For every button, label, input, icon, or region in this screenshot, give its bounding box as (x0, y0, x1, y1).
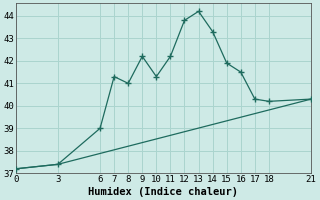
X-axis label: Humidex (Indice chaleur): Humidex (Indice chaleur) (88, 186, 238, 197)
